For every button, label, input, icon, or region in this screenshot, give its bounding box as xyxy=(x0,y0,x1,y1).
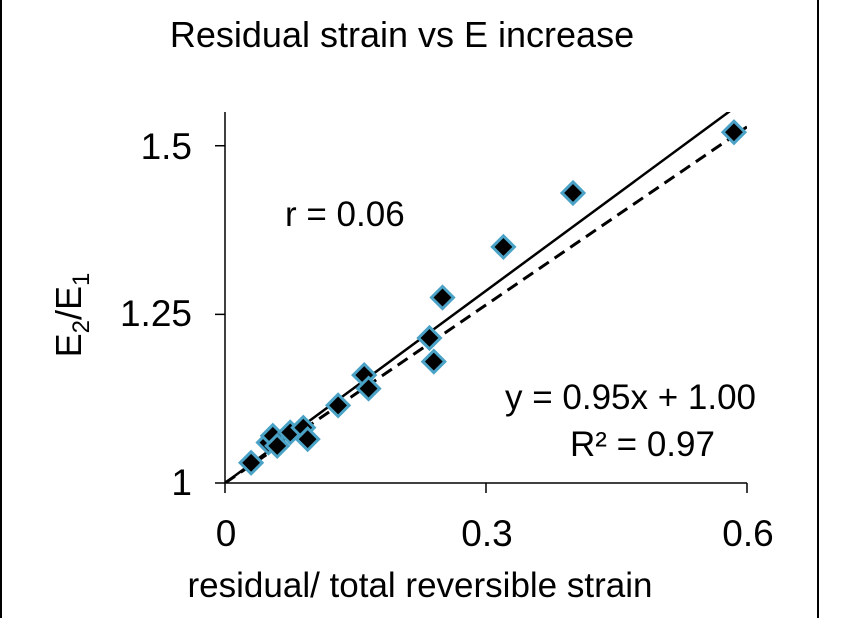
x-tick-label: 0.6 xyxy=(722,513,774,554)
y-label-sub1: 2 xyxy=(68,320,96,334)
y-axis-label: E2/E1 xyxy=(48,273,96,358)
y-tick-label: 1.5 xyxy=(140,126,192,167)
data-point xyxy=(294,426,321,453)
y-label-main: E xyxy=(47,333,89,358)
y-label-sub2: 1 xyxy=(68,272,96,286)
x-tick-label: 0 xyxy=(215,513,237,554)
equation-annotation: y = 0.95x + 1.00 xyxy=(505,378,757,417)
y-label-sep: /E xyxy=(47,285,89,320)
y-tick-label: 1 xyxy=(171,462,192,503)
data-point xyxy=(429,284,456,311)
data-point xyxy=(559,179,587,207)
data-point xyxy=(416,324,443,352)
x-tick-label: 0.3 xyxy=(461,513,513,554)
solid-trend-line xyxy=(225,112,731,483)
data-point xyxy=(490,233,517,261)
data-point xyxy=(720,119,748,146)
data-point xyxy=(264,432,291,460)
data-point xyxy=(237,449,265,476)
data-point xyxy=(420,348,447,375)
chart-title: Residual strain vs E increase xyxy=(169,14,635,55)
chart-frame xyxy=(0,0,819,618)
y-tick-label: 1.25 xyxy=(119,293,192,334)
r2-annotation: R² = 0.97 xyxy=(570,425,715,464)
x-axis-label: residual/ total reversible strain xyxy=(187,566,653,605)
data-point xyxy=(324,392,352,419)
r-annotation: r = 0.06 xyxy=(285,195,405,234)
data-point xyxy=(355,375,382,402)
